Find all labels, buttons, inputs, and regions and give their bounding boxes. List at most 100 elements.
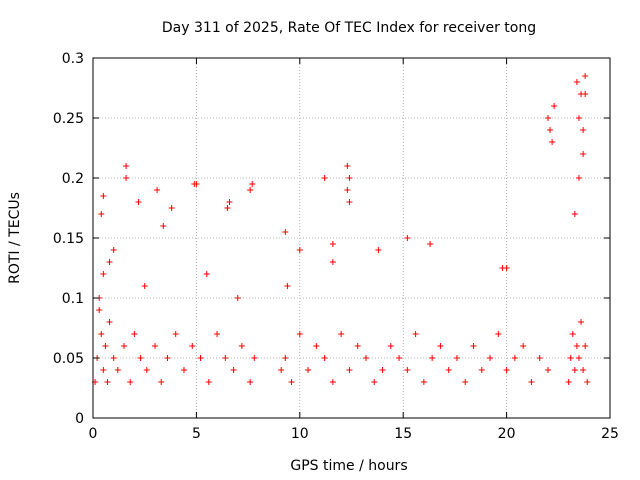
data-point (98, 211, 105, 217)
x-tick-label: 5 (192, 426, 201, 442)
data-point (536, 355, 543, 361)
data-point (114, 367, 121, 373)
data-point (123, 163, 130, 169)
data-point (106, 319, 113, 325)
data-point (152, 343, 159, 349)
data-point (575, 115, 582, 121)
data-point (158, 379, 165, 385)
data-point (580, 151, 587, 157)
tick-labels: 0 5 10 15 20 25 0 0.05 0.1 0.15 0.2 0.25 0.3 (53, 51, 619, 442)
data-point (470, 343, 477, 349)
y-tick-label: 0.15 (53, 231, 84, 247)
data-point (420, 379, 427, 385)
data-point (544, 367, 551, 373)
data-point (329, 259, 336, 265)
data-point (238, 343, 245, 349)
data-point (296, 247, 303, 253)
data-point (338, 331, 345, 337)
data-point (346, 175, 353, 181)
data-point (100, 193, 107, 199)
data-point (580, 367, 587, 373)
data-point (344, 187, 351, 193)
data-point (547, 127, 554, 133)
data-point (305, 367, 312, 373)
data-point (296, 331, 303, 337)
data-point (580, 127, 587, 133)
data-point (226, 199, 233, 205)
data-point (379, 367, 386, 373)
data-point (584, 379, 591, 385)
data-point (575, 355, 582, 361)
x-tick-label: 15 (394, 426, 412, 442)
y-tick-label: 0.2 (62, 171, 84, 187)
data-point (234, 295, 241, 301)
data-point (427, 241, 434, 247)
x-tick-label: 20 (498, 426, 516, 442)
data-point (160, 223, 167, 229)
data-point (205, 379, 212, 385)
data-point (404, 367, 411, 373)
data-point (511, 355, 518, 361)
x-axis-label: GPS time / hours (290, 458, 407, 474)
data-point (487, 355, 494, 361)
data-point (571, 367, 578, 373)
plot-frame (92, 57, 611, 419)
data-point (121, 343, 128, 349)
data-point (346, 199, 353, 205)
chart-title: Day 311 of 2025, Rate Of TEC Index for r… (162, 20, 536, 36)
data-point (575, 175, 582, 181)
data-point (249, 181, 256, 187)
data-point (164, 355, 171, 361)
data-point (131, 331, 138, 337)
data-point (135, 199, 142, 205)
y-tick-label: 0.25 (53, 111, 84, 127)
data-point (567, 355, 574, 361)
data-point (387, 343, 394, 349)
data-point (582, 343, 589, 349)
data-point (102, 343, 109, 349)
data-point (478, 367, 485, 373)
data-point (503, 265, 510, 271)
data-point (549, 139, 556, 145)
grid-lines (93, 58, 610, 418)
data-point (582, 91, 589, 97)
data-point (247, 187, 254, 193)
data-point (503, 367, 510, 373)
x-tick-label: 25 (601, 426, 619, 442)
data-point (321, 175, 328, 181)
data-point (462, 379, 469, 385)
data-point (214, 331, 221, 337)
data-point (127, 379, 134, 385)
data-point (284, 283, 291, 289)
data-point (375, 247, 382, 253)
data-point (551, 103, 558, 109)
data-point (141, 283, 148, 289)
data-point (313, 343, 320, 349)
data-point (172, 331, 179, 337)
data-point (278, 367, 285, 373)
data-point (437, 343, 444, 349)
data-point (222, 355, 229, 361)
data-point (137, 355, 144, 361)
data-point (453, 355, 460, 361)
data-points (92, 73, 591, 385)
data-point (251, 355, 258, 361)
data-point (106, 259, 113, 265)
data-point (193, 181, 200, 187)
data-point (288, 379, 295, 385)
data-point (282, 355, 289, 361)
data-point (354, 343, 361, 349)
data-point (329, 379, 336, 385)
y-tick-label: 0.1 (62, 291, 84, 307)
data-point (520, 343, 527, 349)
data-point (573, 343, 580, 349)
y-tick-label: 0.3 (62, 51, 84, 67)
y-tick-label: 0.05 (53, 351, 84, 367)
y-tick-label: 0 (75, 411, 84, 427)
data-point (346, 367, 353, 373)
data-point (544, 115, 551, 121)
data-point (180, 367, 187, 373)
data-point (96, 307, 103, 313)
data-point (396, 355, 403, 361)
